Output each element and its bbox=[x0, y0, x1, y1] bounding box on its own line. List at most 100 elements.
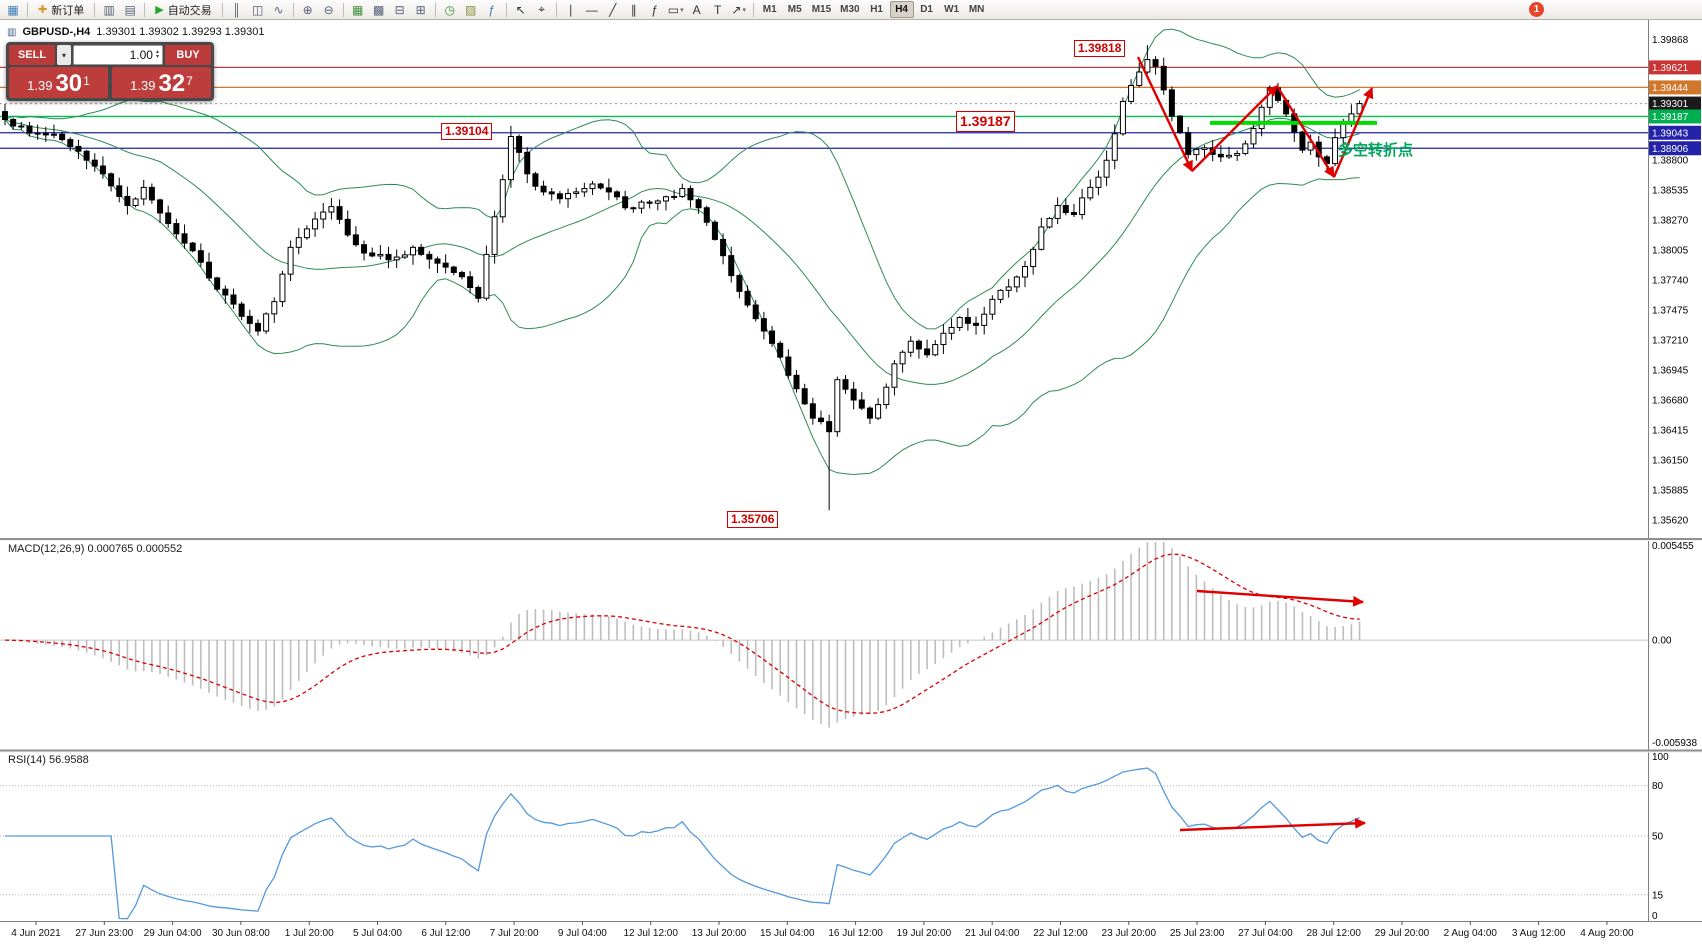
volume-spinner[interactable]: ▴ ▾ bbox=[155, 49, 159, 60]
candle-body bbox=[924, 348, 931, 356]
crosshair-icon[interactable]: ⌖ bbox=[538, 2, 546, 16]
time-axis-label: 30 Jun 08:00 bbox=[212, 928, 270, 939]
volume-dropdown[interactable]: ▾ bbox=[57, 45, 71, 65]
trend-arrow[interactable] bbox=[1332, 86, 1374, 178]
chart-windows-icon[interactable]: ▥ bbox=[103, 2, 115, 17]
arrange-vertical-icon[interactable]: ⊞ bbox=[415, 2, 426, 17]
candle-body bbox=[1079, 197, 1086, 216]
spinner-down-icon[interactable]: ▾ bbox=[155, 54, 159, 60]
volume-input[interactable]: 1.00 ▴ ▾ bbox=[73, 45, 163, 65]
trend-arrow[interactable] bbox=[1275, 85, 1336, 178]
notification-badge[interactable]: 1 bbox=[1529, 2, 1544, 17]
sell-button[interactable]: SELL bbox=[9, 45, 55, 65]
candle-body bbox=[26, 125, 33, 134]
arrows-dropdown-icon[interactable]: ▾ bbox=[742, 6, 746, 14]
candle-body bbox=[246, 315, 253, 324]
panel-separator-macd[interactable] bbox=[0, 538, 1702, 540]
macd-trend-arrow[interactable] bbox=[1196, 589, 1365, 607]
time-axis-label: 3 Aug 12:00 bbox=[1512, 928, 1566, 939]
spinner-up-icon[interactable]: ▴ bbox=[155, 49, 159, 55]
panel-separator-rsi[interactable] bbox=[0, 749, 1702, 752]
candle-body bbox=[295, 237, 302, 248]
new-chart-icon[interactable]: ▦ bbox=[7, 2, 19, 17]
time-axis-label: 21 Jul 04:00 bbox=[965, 928, 1020, 939]
rsi-panel[interactable] bbox=[0, 767, 1648, 920]
price-annotation-1.39187[interactable]: 1.39187 bbox=[956, 111, 1015, 132]
trend-arrow[interactable] bbox=[1191, 85, 1278, 172]
auto-trading-button[interactable]: ▶ 自动交易 bbox=[149, 1, 217, 18]
macd-axis-label: -0.005938 bbox=[1652, 738, 1697, 749]
indicators-list-icon[interactable]: ƒ bbox=[488, 2, 496, 17]
candle-body bbox=[450, 266, 457, 273]
buy-button[interactable]: BUY bbox=[165, 45, 211, 65]
cursor-icon[interactable]: ↖ bbox=[515, 2, 526, 17]
arrange-horizontal-icon[interactable]: ⊟ bbox=[394, 2, 405, 17]
horizontal-line-icon[interactable]: ― bbox=[585, 2, 598, 17]
profiles-icon[interactable]: ▤ bbox=[124, 2, 136, 17]
new-order-button[interactable]: ✚ 新订单 bbox=[32, 1, 90, 18]
candle-body bbox=[548, 191, 555, 195]
candlestick-chart-icon[interactable]: ◫ bbox=[252, 2, 264, 17]
candle-body bbox=[605, 187, 612, 193]
trend-arrow[interactable] bbox=[1136, 56, 1194, 172]
bar-chart-icon[interactable]: ║ bbox=[232, 2, 241, 17]
shapes-dropdown-icon[interactable]: ▾ bbox=[680, 6, 684, 14]
text-icon[interactable]: A bbox=[692, 2, 701, 17]
text-label-icon[interactable]: T bbox=[714, 2, 722, 17]
price-annotation-1.39818[interactable]: 1.39818 bbox=[1074, 40, 1126, 57]
fibonacci-icon[interactable]: ƒ bbox=[651, 2, 659, 17]
candle-body bbox=[589, 183, 596, 190]
bollinger-lower-band[interactable] bbox=[4, 119, 1360, 476]
macd-panel[interactable] bbox=[0, 542, 1648, 728]
time-axis-label: 2 Aug 04:00 bbox=[1444, 928, 1498, 939]
price-tag-1.39444 bbox=[1649, 80, 1701, 95]
time-axis-background[interactable] bbox=[0, 921, 1702, 945]
time-axis-label: 4 Aug 20:00 bbox=[1580, 928, 1634, 939]
vertical-line-icon[interactable]: ∣ bbox=[567, 2, 574, 17]
volume-value: 1.00 bbox=[129, 48, 153, 62]
turning-point-note[interactable]: 多空转折点 bbox=[1338, 142, 1414, 159]
new-order-icon: ✚ bbox=[38, 4, 48, 16]
candle-body bbox=[540, 185, 547, 193]
price-annotation-1.35706[interactable]: 1.35706 bbox=[727, 511, 779, 528]
shapes-icon[interactable]: ▭ ▾ bbox=[667, 2, 684, 17]
timeframe-h4[interactable]: H4 bbox=[889, 1, 914, 18]
time-axis-label: 25 Jul 23:00 bbox=[1170, 928, 1225, 939]
cascade-windows-icon[interactable]: ▩ bbox=[373, 2, 385, 17]
tile-windows-icon[interactable]: ▦ bbox=[352, 2, 364, 17]
buy-price-button[interactable]: 1.39 32 7 bbox=[112, 67, 211, 98]
periods-icon[interactable]: ◷ bbox=[444, 2, 455, 17]
templates-icon[interactable]: ▨ bbox=[465, 2, 477, 17]
price-axis[interactable]: 1.39868 1.38800 1.38535 1.38270 1.38005 1.377… bbox=[1648, 20, 1702, 945]
candle-body bbox=[769, 330, 776, 344]
main-price-panel[interactable] bbox=[0, 28, 1648, 511]
candle-body bbox=[442, 262, 449, 268]
zoom-in-icon[interactable]: ⊕ bbox=[302, 2, 313, 17]
equidistant-channel-icon[interactable]: ∥ bbox=[630, 2, 637, 17]
line-chart-icon[interactable]: ∿ bbox=[273, 2, 284, 17]
sell-price-button[interactable]: 1.39 30 1 bbox=[9, 67, 108, 98]
timeframe-w1[interactable]: W1 bbox=[944, 4, 960, 15]
rsi-trend-arrow[interactable] bbox=[1179, 817, 1367, 832]
timeframe-m30[interactable]: M30 bbox=[840, 4, 860, 15]
candle-body bbox=[10, 119, 17, 127]
timeframe-mn[interactable]: MN bbox=[968, 4, 985, 15]
candle-body bbox=[1103, 159, 1110, 178]
candle-body bbox=[148, 186, 155, 201]
timeframe-d1[interactable]: D1 bbox=[920, 4, 933, 15]
timeframe-m1[interactable]: M1 bbox=[762, 4, 777, 15]
trendline-icon[interactable]: ╱ bbox=[609, 2, 617, 17]
arrows-icon[interactable]: ↗ ▾ bbox=[731, 2, 746, 17]
price-axis-background[interactable] bbox=[1648, 20, 1702, 945]
zoom-out-icon[interactable]: ⊖ bbox=[323, 2, 334, 17]
time-axis-label: 29 Jun 04:00 bbox=[144, 928, 202, 939]
candle-body bbox=[328, 206, 335, 213]
time-axis[interactable]: 4 Jun 2021 27 Jun 23:00 29 Jun 04:00 30 Jun… bbox=[0, 921, 1702, 945]
bollinger-upper-band[interactable] bbox=[4, 28, 1360, 330]
price-annotation-1.39104[interactable]: 1.39104 bbox=[441, 123, 493, 140]
timeframe-m5[interactable]: M5 bbox=[787, 4, 802, 15]
timeframe-m15[interactable]: M15 bbox=[811, 4, 832, 15]
timeframe-h1[interactable]: H1 bbox=[870, 4, 883, 15]
new-order-label: 新订单 bbox=[51, 4, 85, 17]
